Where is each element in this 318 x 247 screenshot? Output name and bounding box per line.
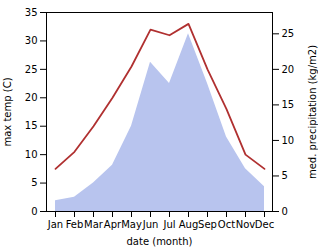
svg-text:Sep: Sep — [198, 219, 217, 230]
svg-text:Mar: Mar — [84, 219, 104, 230]
svg-text:max temp (C): max temp (C) — [2, 77, 13, 146]
svg-text:20: 20 — [25, 92, 38, 103]
svg-text:35: 35 — [25, 7, 38, 18]
svg-text:5: 5 — [282, 170, 288, 181]
svg-text:Nov: Nov — [236, 219, 256, 230]
svg-text:20: 20 — [282, 64, 295, 75]
svg-text:15: 15 — [25, 120, 38, 131]
svg-text:May: May — [121, 219, 142, 230]
svg-text:Aug: Aug — [179, 219, 199, 230]
svg-text:Feb: Feb — [66, 219, 84, 230]
svg-text:25: 25 — [282, 28, 295, 39]
svg-text:Jun: Jun — [142, 219, 159, 230]
svg-text:0: 0 — [282, 206, 288, 217]
svg-text:Dec: Dec — [255, 219, 274, 230]
svg-text:25: 25 — [25, 64, 38, 75]
svg-text:30: 30 — [25, 35, 38, 46]
svg-text:Oct: Oct — [218, 219, 235, 230]
svg-text:Apr: Apr — [104, 219, 122, 230]
svg-text:15: 15 — [282, 99, 295, 110]
svg-text:10: 10 — [282, 135, 295, 146]
svg-text:5: 5 — [31, 177, 37, 188]
svg-text:Jan: Jan — [47, 219, 63, 230]
svg-text:Jul: Jul — [162, 219, 175, 230]
svg-text:date (month): date (month) — [127, 236, 193, 247]
svg-text:0: 0 — [31, 206, 37, 217]
svg-text:med. precipitation (kg/m2): med. precipitation (kg/m2) — [307, 45, 318, 179]
svg-text:10: 10 — [25, 149, 38, 160]
